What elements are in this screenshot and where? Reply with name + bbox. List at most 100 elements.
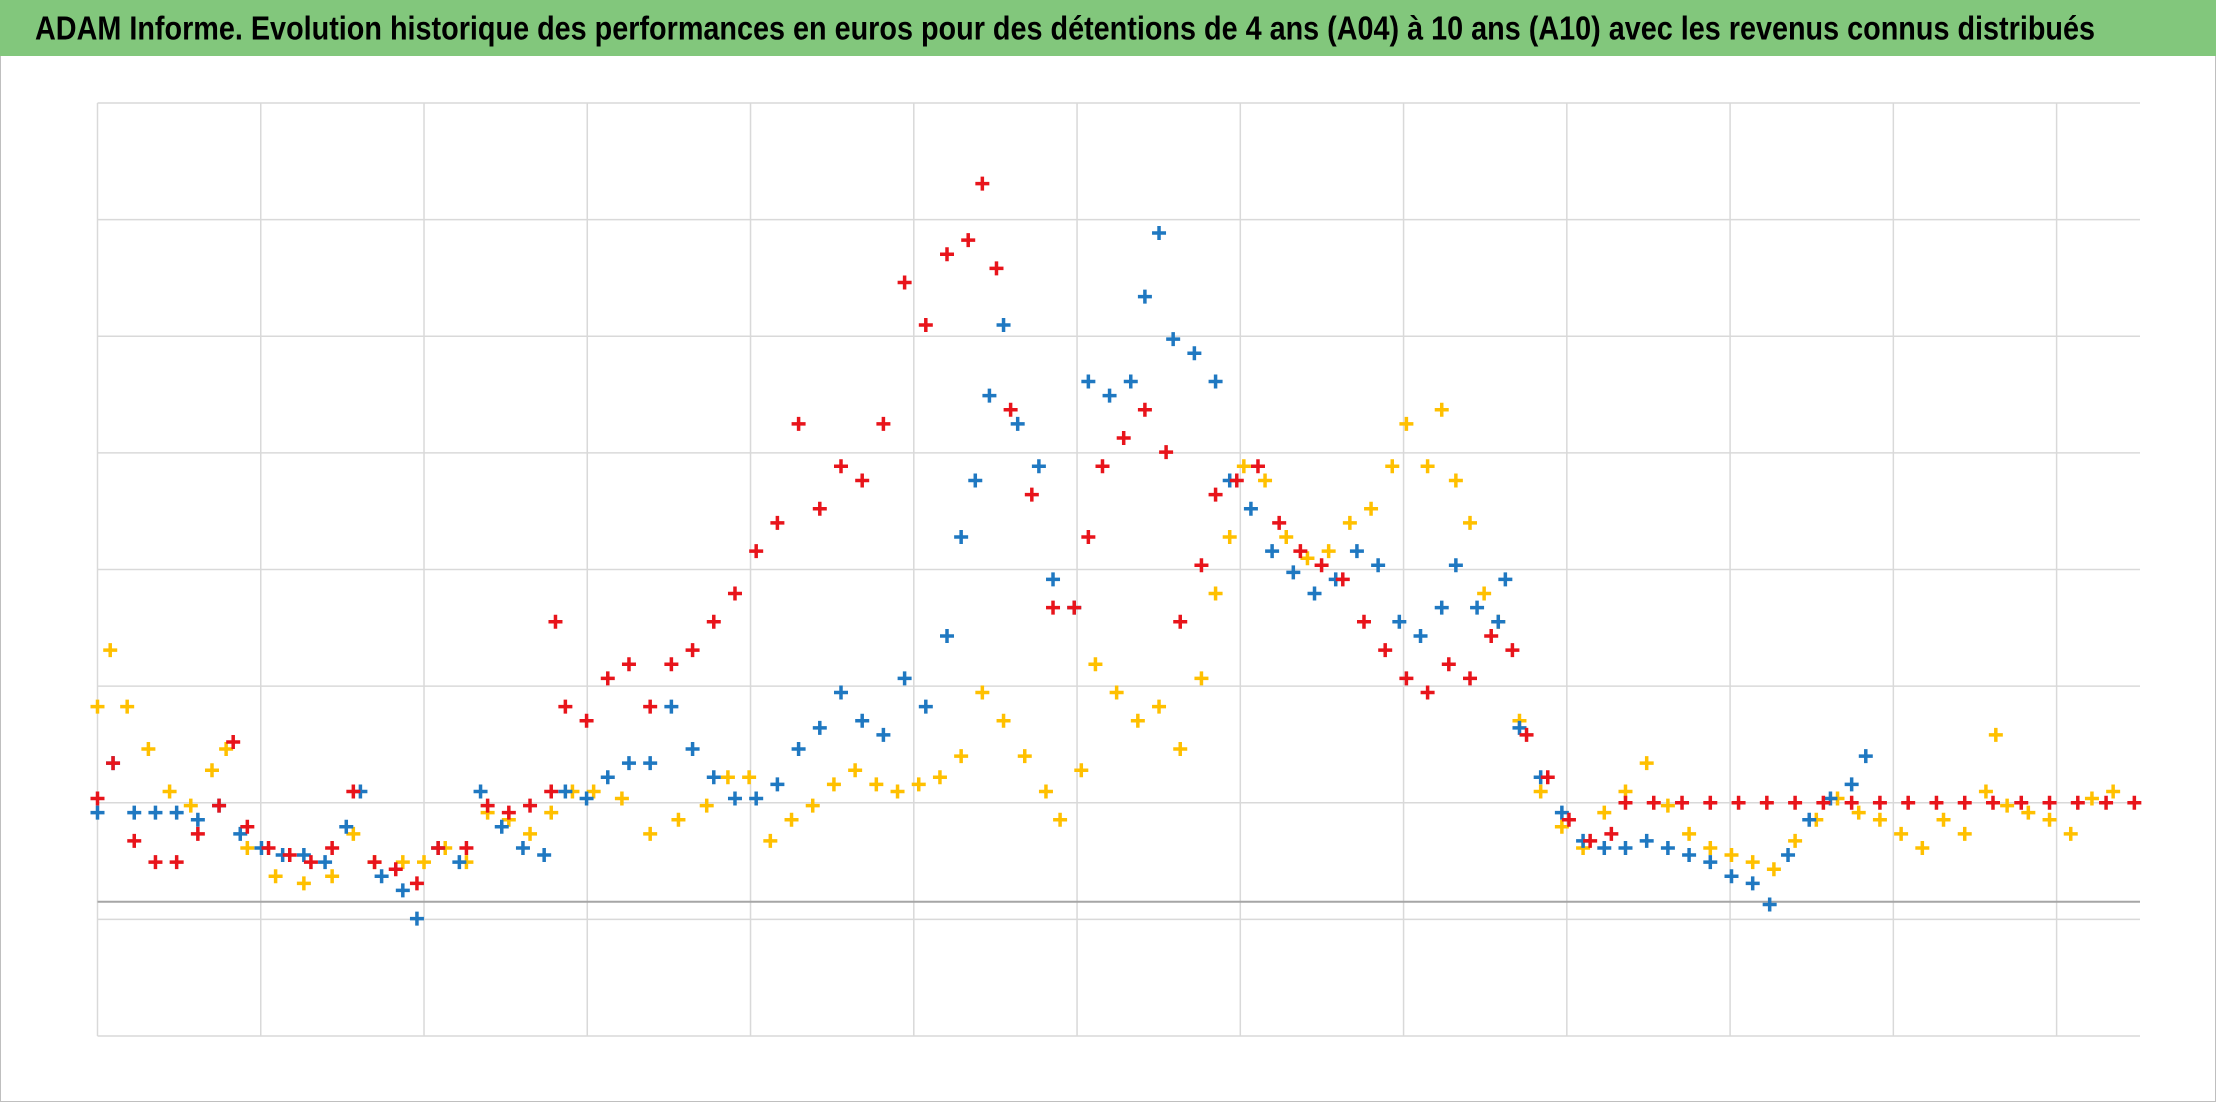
- point: [148, 805, 163, 820]
- point: [848, 763, 863, 778]
- point: [1229, 473, 1244, 488]
- point: [643, 756, 658, 771]
- point: [720, 770, 735, 785]
- point: [833, 459, 848, 474]
- point: [1816, 795, 1831, 810]
- point: [1858, 749, 1873, 764]
- point: [1222, 529, 1237, 544]
- point: [742, 770, 757, 785]
- point: [240, 840, 255, 855]
- point: [1342, 515, 1357, 530]
- point: [169, 855, 184, 870]
- point: [1583, 833, 1598, 848]
- point: [1682, 826, 1697, 841]
- point: [1978, 784, 1993, 799]
- point: [1420, 459, 1435, 474]
- point: [2042, 812, 2057, 827]
- point: [1046, 572, 1061, 587]
- point: [1321, 544, 1336, 559]
- point: [1208, 374, 1223, 389]
- point: [2099, 795, 2114, 810]
- point: [1463, 671, 1477, 686]
- point: [791, 416, 806, 431]
- point: [395, 883, 410, 898]
- point: [1872, 795, 1887, 810]
- point: [1335, 572, 1350, 587]
- point: [2084, 791, 2099, 806]
- point: [1194, 671, 1209, 686]
- point: [523, 798, 538, 813]
- point: [876, 416, 891, 431]
- point: [1554, 819, 1569, 834]
- point: [459, 840, 474, 855]
- point: [1844, 795, 1859, 810]
- point: [233, 826, 248, 841]
- point: [2127, 795, 2142, 810]
- point: [1484, 628, 1499, 643]
- point: [1448, 473, 1463, 488]
- point: [1554, 805, 1569, 820]
- point: [1420, 685, 1435, 700]
- point: [1349, 544, 1364, 559]
- point: [1137, 402, 1152, 417]
- point: [1781, 848, 1796, 863]
- point: [226, 734, 241, 749]
- point: [558, 699, 573, 714]
- point: [1901, 795, 1916, 810]
- point: [727, 586, 742, 601]
- point: [805, 798, 820, 813]
- point: [749, 791, 764, 806]
- point: [494, 819, 509, 834]
- point: [409, 911, 424, 926]
- point: [2021, 805, 2036, 820]
- point: [2000, 798, 2015, 813]
- series: [90, 226, 1873, 926]
- point: [1745, 855, 1760, 870]
- point: [1300, 551, 1315, 566]
- point: [2070, 795, 2085, 810]
- point: [1434, 402, 1449, 417]
- point: [1894, 826, 1909, 841]
- point: [1660, 840, 1675, 855]
- point: [1851, 805, 1866, 820]
- point: [989, 261, 1004, 276]
- series: [90, 176, 2142, 891]
- point: [212, 798, 227, 813]
- point: [169, 805, 184, 820]
- series: [90, 402, 2121, 891]
- title-bar: [0, 0, 2216, 56]
- point: [1561, 812, 1576, 827]
- point: [1399, 671, 1414, 686]
- point: [869, 777, 884, 792]
- point: [1646, 795, 1661, 810]
- point: [1675, 795, 1690, 810]
- point: [544, 805, 559, 820]
- point: [1639, 833, 1654, 848]
- point: [120, 699, 135, 714]
- point: [833, 685, 848, 700]
- point: [1046, 600, 1061, 615]
- point: [1703, 840, 1718, 855]
- point: [1703, 795, 1718, 810]
- point: [1152, 699, 1167, 714]
- point: [1081, 529, 1096, 544]
- point: [127, 833, 142, 848]
- point: [1166, 332, 1181, 347]
- point: [1470, 600, 1485, 615]
- point: [1762, 897, 1777, 912]
- point: [982, 388, 997, 403]
- point: [1759, 795, 1774, 810]
- point: [1988, 727, 2003, 742]
- point: [579, 713, 594, 728]
- point: [480, 798, 495, 813]
- point: [1660, 798, 1675, 813]
- point: [1378, 643, 1393, 658]
- point: [190, 826, 205, 841]
- point: [1512, 720, 1527, 735]
- chart-title: ADAM Informe. Evolution historique des p…: [35, 10, 2095, 47]
- point: [1286, 565, 1301, 580]
- point: [1053, 812, 1068, 827]
- point: [1017, 749, 1032, 764]
- point: [749, 544, 764, 559]
- point: [784, 812, 799, 827]
